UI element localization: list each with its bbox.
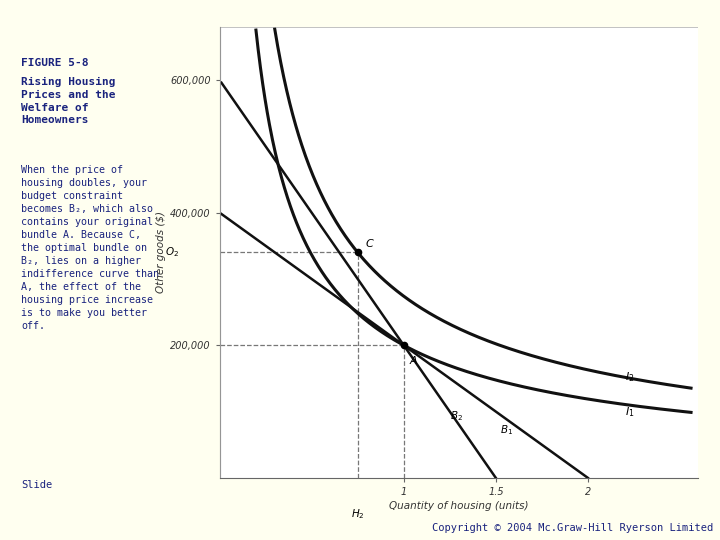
Text: $I_1$: $I_1$ [625, 405, 634, 418]
Text: A: A [409, 356, 417, 366]
Y-axis label: Other goods ($): Other goods ($) [156, 212, 166, 293]
Text: Rising Housing
Prices and the
Welfare of
Homeowners: Rising Housing Prices and the Welfare of… [22, 77, 116, 125]
Text: $I_2$: $I_2$ [625, 370, 634, 383]
Text: $B_1$: $B_1$ [500, 423, 513, 437]
Text: $H_2$: $H_2$ [351, 507, 364, 521]
Text: C: C [365, 239, 373, 249]
Text: $B_2$: $B_2$ [450, 409, 463, 423]
Text: Copyright © 2004 Mc.Graw-Hill Ryerson Limited: Copyright © 2004 Mc.Graw-Hill Ryerson Li… [431, 523, 713, 533]
Text: $O_2$: $O_2$ [165, 246, 179, 259]
Bar [220, 27, 698, 478]
X-axis label: Quantity of housing (units): Quantity of housing (units) [390, 501, 528, 511]
Text: When the price of
housing doubles, your
budget constraint
becomes B₂, which also: When the price of housing doubles, your … [22, 165, 159, 331]
Text: FIGURE 5-8: FIGURE 5-8 [22, 58, 89, 68]
Text: Slide: Slide [22, 480, 53, 490]
